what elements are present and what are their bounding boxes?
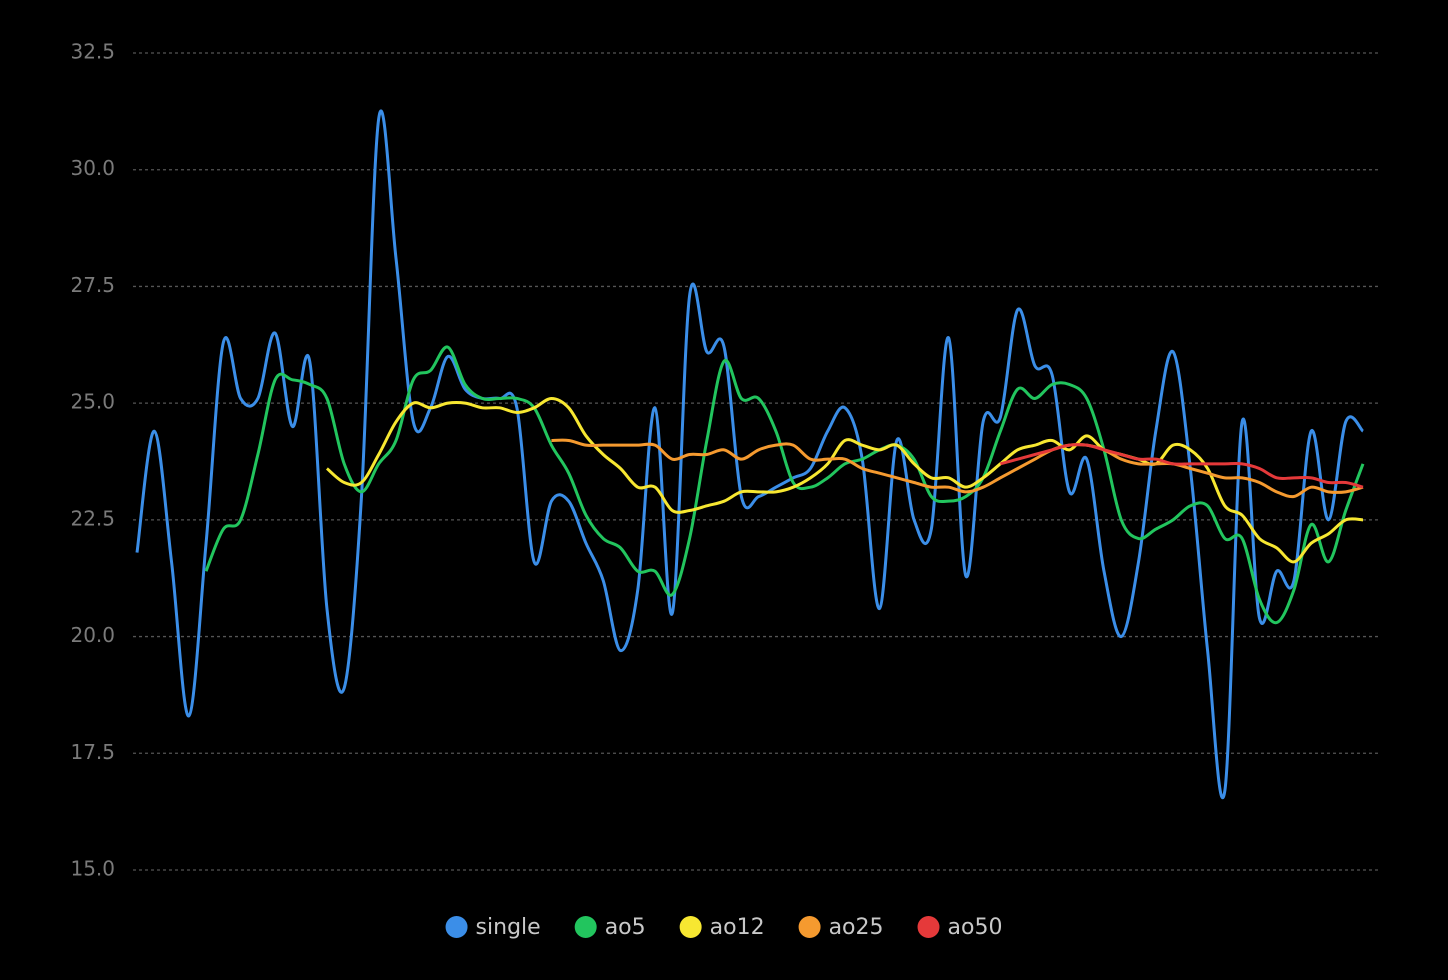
line-series xyxy=(999,443,1364,489)
legend-label: ao25 xyxy=(829,915,884,940)
y-tick-label: 30.0 xyxy=(70,156,115,180)
y-tick-label: 17.5 xyxy=(70,740,115,764)
legend-label: ao12 xyxy=(710,915,765,940)
legend-marker xyxy=(445,916,468,938)
legend-label: ao50 xyxy=(948,915,1003,940)
line-series xyxy=(135,109,1365,800)
legend-marker xyxy=(574,916,597,938)
line-series xyxy=(325,396,1364,564)
legend-label: single xyxy=(476,915,541,940)
y-tick-label: 22.5 xyxy=(70,506,115,530)
y-tick-label: 25.0 xyxy=(70,390,115,414)
legend-marker xyxy=(798,916,821,938)
legend-marker xyxy=(679,916,702,938)
y-tick-label: 15.0 xyxy=(70,857,115,881)
y-tick-label: 32.5 xyxy=(70,40,115,64)
legend-marker xyxy=(917,916,940,938)
legend-label: ao5 xyxy=(605,915,646,940)
y-tick-label: 20.0 xyxy=(70,623,115,647)
y-tick-label: 27.5 xyxy=(70,273,115,297)
line-series xyxy=(204,345,1365,625)
line-series xyxy=(551,438,1364,499)
